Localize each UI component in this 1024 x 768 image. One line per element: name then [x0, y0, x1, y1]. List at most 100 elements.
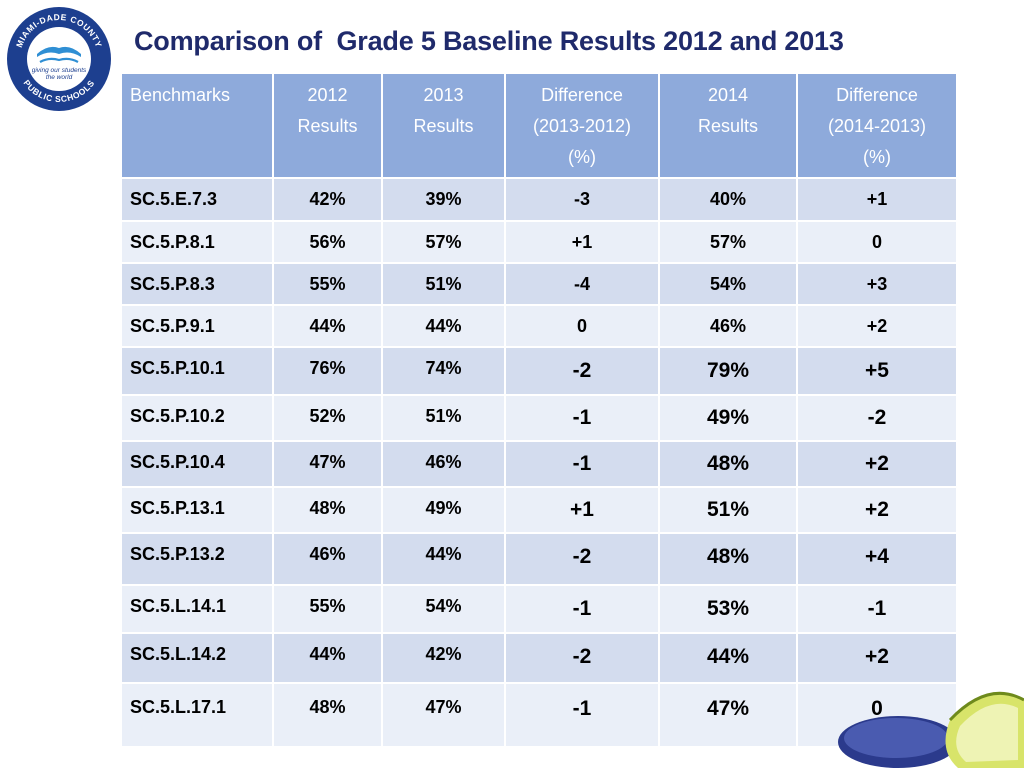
table-row: SC.5.P.8.3 55% 51% -4 54% +3: [120, 262, 958, 306]
difference-2014-2013-cell: -2: [796, 394, 958, 442]
benchmark-cell: SC.5.P.10.2: [120, 394, 274, 442]
header-line: (%): [568, 147, 596, 167]
difference-2013-2012-cell: -2: [504, 632, 660, 684]
result-2013-cell: 57%: [381, 220, 506, 264]
result-2012-cell: 55%: [272, 262, 383, 306]
header-line: 2013: [423, 85, 464, 105]
result-2013-cell: 51%: [381, 394, 506, 442]
result-2012-cell: 47%: [272, 440, 383, 488]
table-row: SC.5.P.8.1 56% 57% +1 57% 0: [120, 220, 958, 264]
result-2013-cell: 42%: [381, 632, 506, 684]
difference-2013-2012-cell: -2: [504, 346, 660, 396]
benchmark-cell: SC.5.P.13.2: [120, 532, 274, 586]
header-line: Difference: [541, 85, 623, 105]
difference-2014-2013-cell: +3: [796, 262, 958, 306]
table-row: SC.5.P.9.1 44% 44% 0 46% +2: [120, 304, 958, 348]
table-row: SC.5.E.7.3 42% 39% -3 40% +1: [120, 177, 958, 222]
table-row: SC.5.P.10.2 52% 51% -1 49% -2: [120, 394, 958, 442]
table-row: SC.5.P.10.1 76% 74% -2 79% +5: [120, 346, 958, 396]
benchmark-cell: SC.5.P.9.1: [120, 304, 274, 348]
header-line: Results: [297, 116, 358, 136]
result-2014-cell: 79%: [658, 346, 798, 396]
result-2013-cell: 47%: [381, 682, 506, 748]
table-row: SC.5.L.17.1 48% 47% -1 47% 0: [120, 682, 958, 748]
benchmark-cell: SC.5.L.14.1: [120, 584, 274, 634]
result-2012-cell: 48%: [272, 486, 383, 534]
result-2012-cell: 56%: [272, 220, 383, 264]
result-2012-cell: 52%: [272, 394, 383, 442]
table-row: SC.5.P.13.1 48% 49% +1 51% +2: [120, 486, 958, 534]
result-2012-cell: 44%: [272, 304, 383, 348]
result-2014-cell: 54%: [658, 262, 798, 306]
benchmark-cell: SC.5.L.17.1: [120, 682, 274, 748]
district-logo: MIAMI-DADE COUNTY PUBLIC SCHOOLS giving …: [7, 7, 111, 111]
header-line: (2013-2012): [532, 116, 632, 136]
header-2013-results: 2013 Results: [381, 72, 506, 179]
difference-2014-2013-cell: +2: [796, 486, 958, 534]
difference-2014-2013-cell: 0: [796, 220, 958, 264]
benchmark-cell: SC.5.E.7.3: [120, 177, 274, 222]
difference-2014-2013-cell: +4: [796, 532, 958, 586]
result-2014-cell: 51%: [658, 486, 798, 534]
result-2014-cell: 57%: [658, 220, 798, 264]
header-line: Difference: [836, 85, 918, 105]
header-line: (2014-2013): [827, 116, 927, 136]
difference-2013-2012-cell: +1: [504, 220, 660, 264]
header-line: Results: [413, 116, 474, 136]
difference-2014-2013-cell: -1: [796, 584, 958, 634]
table-row: SC.5.L.14.2 44% 42% -2 44% +2: [120, 632, 958, 684]
table-row: SC.5.P.13.2 46% 44% -2 48% +4: [120, 532, 958, 586]
header-difference-2013-2012: Difference (2013-2012) (%): [504, 72, 660, 179]
difference-2013-2012-cell: -2: [504, 532, 660, 586]
result-2013-cell: 49%: [381, 486, 506, 534]
header-line: (%): [863, 147, 891, 167]
table-row: SC.5.P.10.4 47% 46% -1 48% +2: [120, 440, 958, 488]
header-2012-results: 2012 Results: [272, 72, 383, 179]
header-line: 2012: [307, 85, 348, 105]
header-2014-results: 2014 Results: [658, 72, 798, 179]
result-2014-cell: 44%: [658, 632, 798, 684]
header-line: Results: [697, 116, 759, 136]
wave-icon: [39, 57, 79, 63]
result-2012-cell: 48%: [272, 682, 383, 748]
result-2012-cell: 46%: [272, 532, 383, 586]
result-2013-cell: 39%: [381, 177, 506, 222]
apple-slice-icon: [838, 691, 1024, 768]
difference-2014-2013-cell: +5: [796, 346, 958, 396]
difference-2013-2012-cell: +1: [504, 486, 660, 534]
result-2012-cell: 44%: [272, 632, 383, 684]
benchmark-cell: SC.5.P.10.4: [120, 440, 274, 488]
book-icon: [37, 46, 81, 57]
result-2013-cell: 74%: [381, 346, 506, 396]
table-header-row: Benchmarks 2012 Results 2013 Results Dif…: [120, 72, 958, 179]
result-2013-cell: 44%: [381, 532, 506, 586]
header-difference-2014-2013: Difference (2014-2013) (%): [796, 72, 958, 179]
slide-title: Comparison of Grade 5 Baseline Results 2…: [134, 26, 844, 56]
header-benchmarks: Benchmarks: [120, 72, 274, 179]
difference-2013-2012-cell: -1: [504, 682, 660, 748]
result-2014-cell: 48%: [658, 440, 798, 488]
benchmark-cell: SC.5.L.14.2: [120, 632, 274, 684]
table-row: SC.5.L.14.1 55% 54% -1 53% -1: [120, 584, 958, 634]
result-2014-cell: 47%: [658, 682, 798, 748]
result-2013-cell: 46%: [381, 440, 506, 488]
result-2014-cell: 46%: [658, 304, 798, 348]
result-2013-cell: 44%: [381, 304, 506, 348]
result-2012-cell: 76%: [272, 346, 383, 396]
benchmark-cell: SC.5.P.8.3: [120, 262, 274, 306]
result-2014-cell: 53%: [658, 584, 798, 634]
result-2014-cell: 40%: [658, 177, 798, 222]
difference-2013-2012-cell: -1: [504, 440, 660, 488]
logo-tagline-2: the world: [46, 74, 73, 81]
benchmark-results-table: Benchmarks 2012 Results 2013 Results Dif…: [120, 72, 958, 748]
difference-2013-2012-cell: -1: [504, 584, 660, 634]
header-line: 2014: [707, 85, 749, 105]
result-2014-cell: 49%: [658, 394, 798, 442]
benchmark-cell: SC.5.P.13.1: [120, 486, 274, 534]
header-benchmarks-text: Benchmarks: [130, 85, 231, 105]
difference-2014-2013-cell: +2: [796, 304, 958, 348]
benchmark-cell: SC.5.P.8.1: [120, 220, 274, 264]
difference-2013-2012-cell: -1: [504, 394, 660, 442]
difference-2014-2013-cell: +2: [796, 440, 958, 488]
result-2013-cell: 54%: [381, 584, 506, 634]
